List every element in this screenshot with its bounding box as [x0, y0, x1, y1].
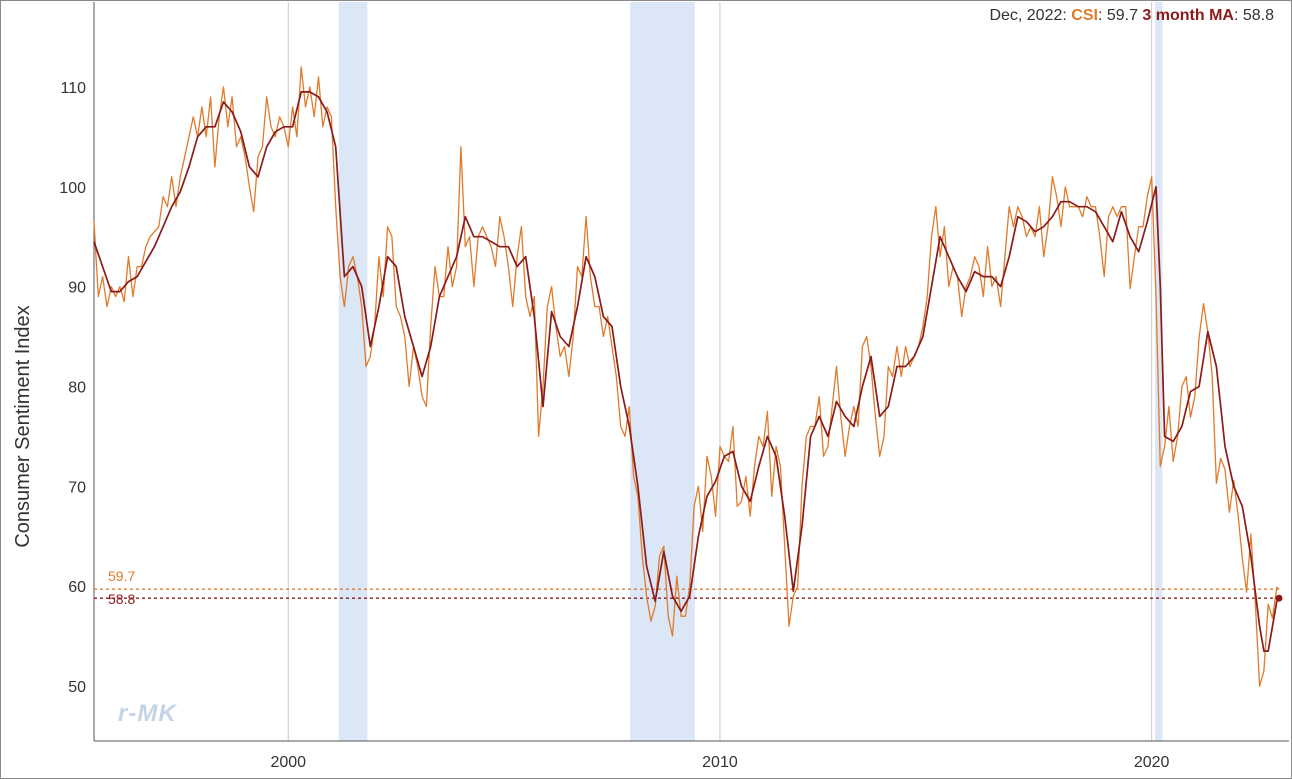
x-tick-label: 2010 — [702, 754, 738, 771]
recession-bands — [338, 2, 1163, 741]
series-line — [93, 66, 1280, 687]
axes — [93, 2, 1289, 742]
y-tick-label: 80 — [68, 379, 86, 396]
y-tick-label: 50 — [68, 679, 86, 696]
readout-csi-value: 59.7 — [1106, 7, 1138, 24]
series-line — [93, 91, 1280, 652]
readout-date: Dec, 2022 — [989, 7, 1063, 24]
recession-band — [1155, 2, 1163, 741]
vertical-gridlines — [287, 2, 1153, 741]
recession-band — [630, 2, 695, 741]
reference-lines: 59.7 58.8 — [94, 568, 1279, 607]
series-lines — [93, 66, 1283, 687]
readout-ma-label: 3 month MA — [1142, 7, 1234, 24]
y-tick-label: 90 — [68, 280, 86, 297]
y-tick-label: 60 — [68, 579, 86, 596]
reference-line-label: 58.8 — [108, 591, 135, 607]
reference-line-label: 59.7 — [108, 568, 135, 584]
readout-csi-label: CSI — [1071, 7, 1098, 24]
y-axis-label: Consumer Sentiment Index — [12, 305, 34, 547]
x-tick-labels: 2000 2010 2020 — [270, 754, 1169, 771]
value-readout: Dec, 2022: CSI: 59.7 3 month MA: 58.8 — [989, 7, 1274, 24]
recession-band — [338, 2, 368, 741]
series-endpoint — [1275, 594, 1283, 602]
y-tick-label: 110 — [60, 80, 86, 97]
y-tick-labels: 50 60 70 80 90 100 110 — [59, 80, 86, 696]
x-tick-label: 2020 — [1134, 754, 1170, 771]
y-tick-label: 100 — [59, 180, 86, 197]
x-tick-label: 2000 — [270, 754, 306, 771]
logo-watermark: r-MK — [118, 700, 177, 727]
readout-ma-value: 58.8 — [1242, 7, 1274, 24]
y-tick-label: 70 — [68, 479, 86, 496]
